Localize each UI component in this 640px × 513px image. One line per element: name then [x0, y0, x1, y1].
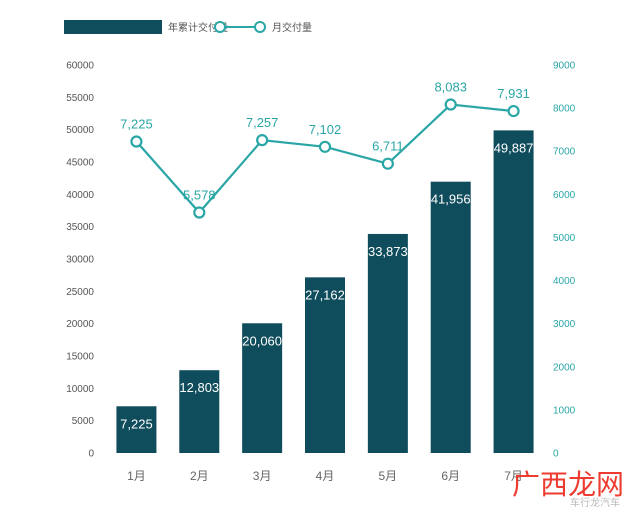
line-value-label: 7,257	[246, 115, 279, 130]
category-label: 5月	[379, 469, 398, 483]
legend-label-line: 月交付量	[272, 21, 312, 34]
left-tick-label: 25000	[66, 287, 94, 298]
bar-value-label: 20,060	[242, 333, 282, 348]
x-axis: 1月 2月 3月 4月 5月 6月 7月	[127, 469, 523, 483]
category-label: 1月	[127, 469, 146, 483]
bar	[493, 130, 534, 453]
bar-value-label: 41,956	[431, 192, 471, 207]
left-tick-label: 5000	[72, 416, 95, 427]
left-tick-label: 55000	[66, 93, 94, 104]
line-value-label: 7,931	[497, 86, 530, 101]
legend: 年累计交付量 月交付量	[64, 20, 312, 34]
right-tick-label: 0	[553, 449, 559, 460]
left-axis: 0 5000 10000 15000 20000 25000 30000 35000 40000…	[66, 61, 94, 460]
category-label: 6月	[441, 469, 460, 483]
right-tick-label: 6000	[553, 190, 576, 201]
left-tick-label: 20000	[66, 319, 94, 330]
right-tick-label: 1000	[553, 405, 576, 416]
bar-value-label: 49,887	[494, 140, 534, 155]
watermark-text: 广西龙网	[512, 468, 624, 501]
legend-marker	[254, 21, 266, 33]
line-value-label: 6,711	[372, 139, 404, 154]
left-tick-label: 0	[88, 449, 94, 460]
left-tick-label: 30000	[66, 255, 94, 266]
watermark-subtext: 车行龙汽车	[570, 496, 620, 509]
line-value-label: 8,083	[434, 80, 467, 95]
legend-marker	[214, 21, 226, 33]
right-tick-label: 2000	[553, 362, 576, 373]
bar-value-label: 27,162	[305, 287, 345, 302]
bar	[367, 233, 408, 453]
line-point	[507, 104, 520, 118]
line-value-label: 7,225	[120, 117, 153, 132]
legend-swatch-bar	[64, 20, 162, 34]
bar-value-label: 7,225	[120, 416, 153, 431]
category-label: 4月	[316, 469, 335, 483]
right-tick-label: 5000	[553, 233, 576, 244]
right-axis: 0 1000 2000 3000 4000 5000 6000 7000 8000 9000	[553, 61, 576, 460]
category-label: 7月	[504, 469, 523, 483]
line-point	[444, 98, 457, 111]
bar	[305, 277, 345, 453]
left-tick-label: 35000	[66, 222, 94, 233]
bars: 7,225 12,803 20,060 27,162 33,873 41,956 49,88…	[116, 130, 534, 453]
bar-value-label: 12,803	[179, 380, 219, 395]
left-tick-label: 15000	[66, 352, 94, 363]
left-tick-label: 60000	[66, 61, 94, 72]
left-tick-label: 40000	[66, 190, 94, 201]
line-point	[318, 140, 332, 153]
line-series: 7,225 5,578 7,257 7,102 6,711 8,083 7,931	[120, 80, 530, 219]
right-tick-label: 7000	[553, 147, 576, 158]
line-point	[256, 134, 269, 147]
line-point	[381, 157, 394, 170]
line-value-label: 7,102	[309, 122, 342, 137]
right-tick-label: 9000	[553, 61, 576, 72]
watermark: 广西龙网 车行龙汽车	[512, 468, 624, 509]
right-tick-label: 8000	[553, 104, 576, 115]
bar	[116, 406, 157, 453]
left-tick-label: 50000	[66, 125, 94, 136]
right-tick-label: 3000	[553, 319, 576, 330]
category-label: 3月	[253, 469, 272, 483]
bar	[242, 323, 283, 453]
line-value-label: 5,578	[183, 188, 216, 203]
line-point	[130, 135, 143, 148]
legend-label-bar: 年累计交付量	[168, 21, 228, 34]
left-tick-label: 45000	[66, 158, 94, 169]
line-point	[193, 206, 206, 219]
left-tick-label: 10000	[66, 384, 94, 395]
bar	[179, 370, 220, 453]
bar-value-label: 33,873	[368, 244, 408, 259]
bar	[430, 181, 471, 453]
right-tick-label: 4000	[553, 276, 576, 287]
category-label: 2月	[190, 469, 209, 483]
